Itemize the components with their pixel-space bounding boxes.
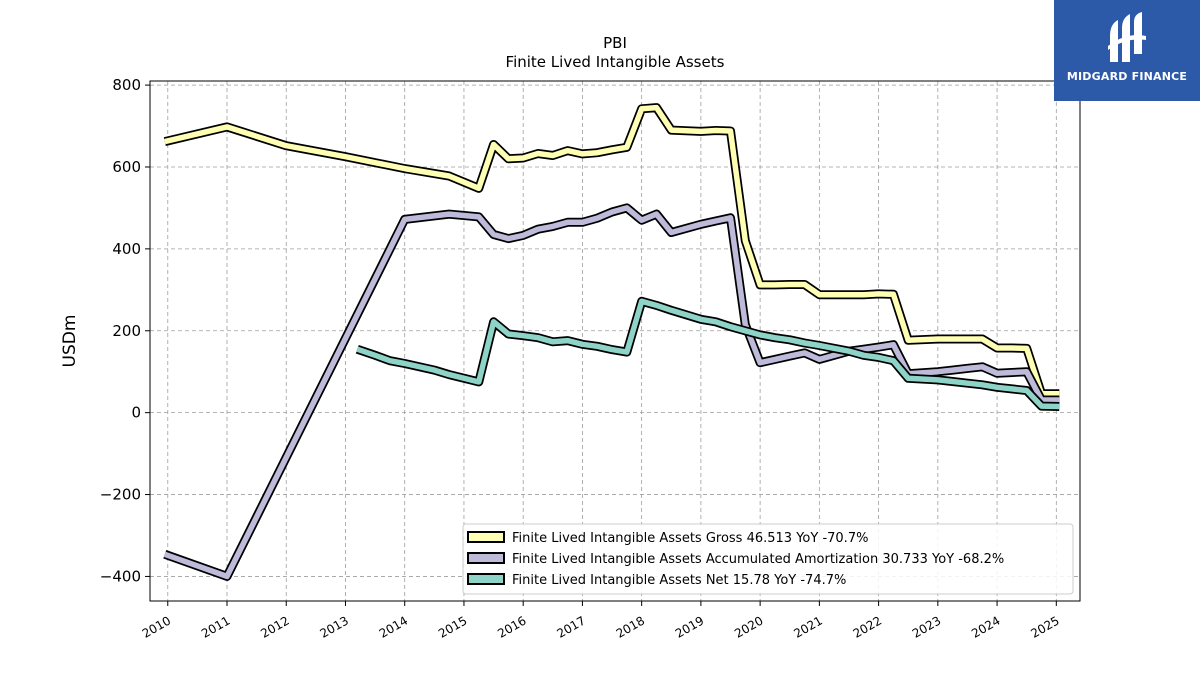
x-tick-label: 2010 [140,613,173,640]
y-tick-label: −400 [100,567,141,585]
series-line-1 [164,104,1060,397]
x-tick-label: 2016 [495,613,528,640]
series-line-outline-2 [163,203,1060,581]
logo-mark-icon [1108,12,1146,62]
plot-frame [149,80,1081,602]
legend-label-1: Finite Lived Intangible Assets Gross 46.… [512,531,868,546]
x-tick-label: 2023 [910,613,943,640]
x-tick-label: 2017 [554,613,587,640]
legend-box [462,523,1074,595]
chart-subtitle: Finite Lived Intangible Assets [506,53,725,71]
y-axis-label: USDm [60,315,80,368]
legend-swatch-2 [467,552,505,564]
x-tick-label: 2012 [258,613,291,640]
legend-swatch-1 [467,531,505,543]
legend-label-2: Finite Lived Intangible Assets Accumulat… [512,552,1004,567]
x-tick-label: 2011 [199,613,232,640]
logo-text: MIDGARD FINANCE [1066,70,1188,83]
series-lines [163,103,1060,581]
series-line-outline-3 [355,296,1060,411]
series-line-2 [163,205,1060,580]
x-ticks: 2010 2011 2012 2013 2014 2015 2016 2017 2018 2019… [140,601,1062,641]
y-tick-label: 600 [112,158,141,176]
midgard-finance-logo: MIDGARD FINANCE [1054,0,1200,101]
y-tick-label: −200 [100,486,141,504]
y-tick-label: 400 [112,240,141,258]
legend: Finite Lived Intangible Assets Gross 46.… [462,523,1074,595]
y-tick-label: 800 [112,76,141,94]
x-tick-label: 2019 [673,613,706,640]
x-tick-label: 2021 [791,613,824,640]
x-tick-label: 2015 [436,613,469,640]
x-tick-label: 2018 [614,613,647,640]
y-tick-label: 200 [112,322,141,340]
x-tick-label: 2025 [1028,613,1061,640]
series-line-3 [356,298,1060,410]
x-tick-label: 2013 [318,613,351,640]
x-tick-label: 2024 [969,613,1002,640]
x-tick-label: 2022 [851,613,884,640]
y-tick-label: 0 [131,404,141,422]
y-ticks: −400 −200 0 200 400 600 800 [100,76,150,585]
chart-title: PBI [603,34,627,52]
legend-label-3: Finite Lived Intangible Assets Net 15.78… [512,573,846,588]
x-tick-label: 2014 [377,613,410,640]
x-tick-label: 2020 [732,613,765,640]
legend-swatch-3 [467,573,505,585]
